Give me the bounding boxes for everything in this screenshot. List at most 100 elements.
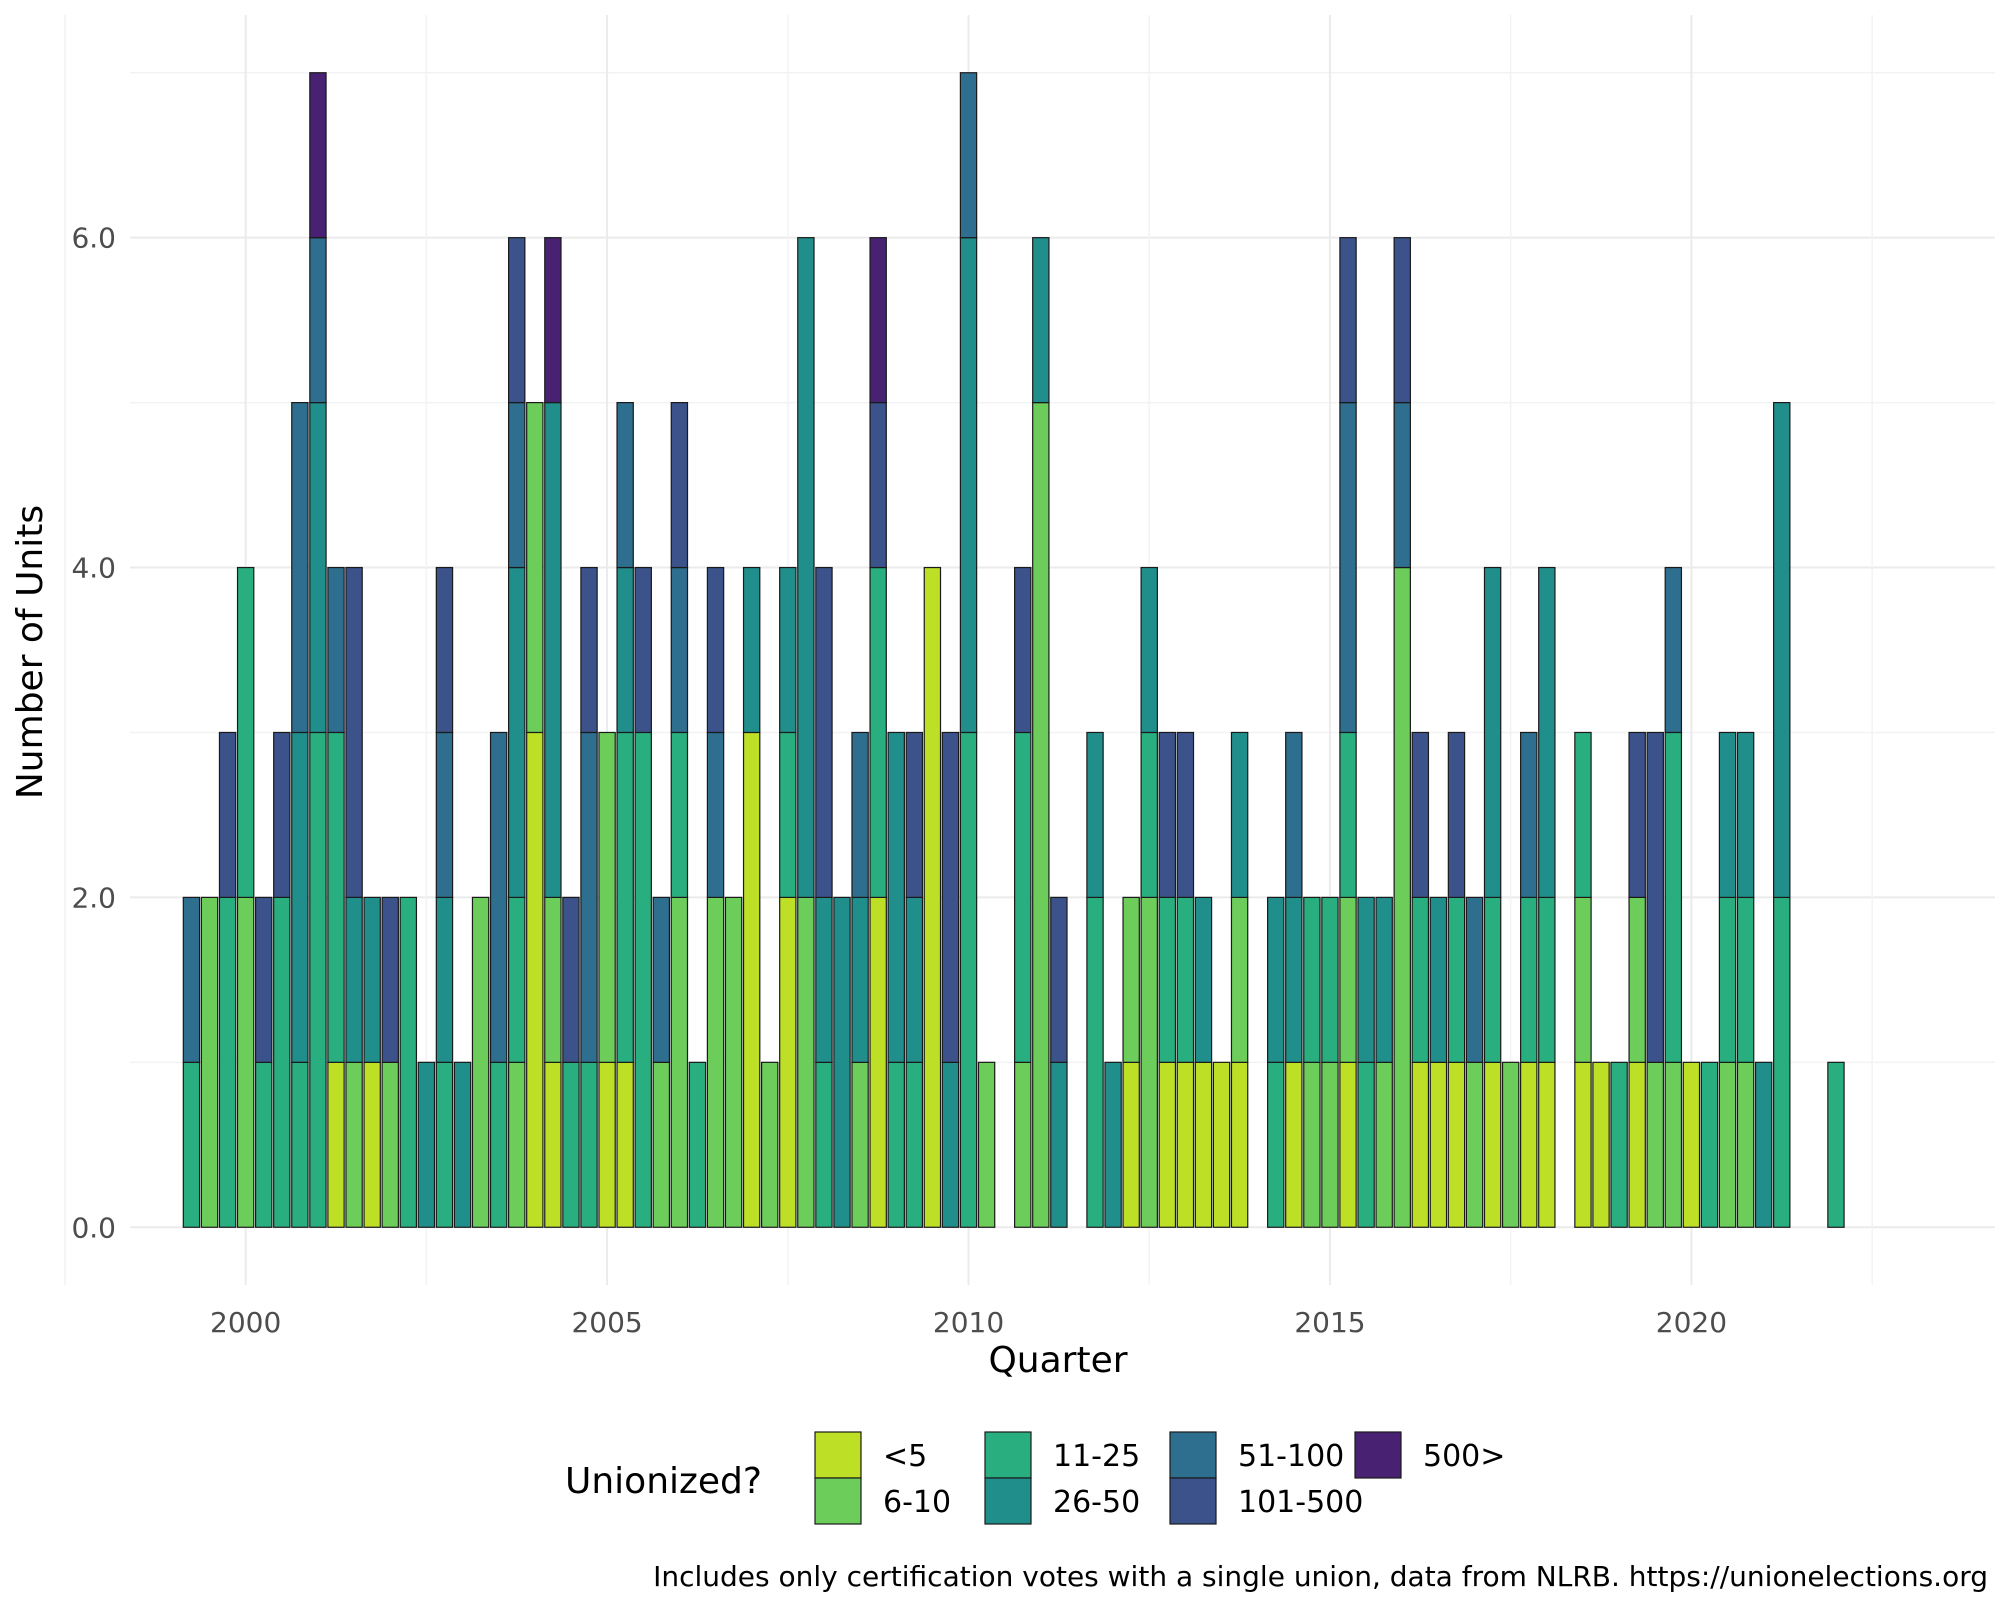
bar-segment-lt5 <box>1628 1061 1646 1228</box>
bar-segment-s51-100 <box>508 401 526 569</box>
bar-segment-s101-500 <box>508 237 526 404</box>
bar-segment-s6-10 <box>508 1061 526 1228</box>
bar-stack <box>417 1061 436 1228</box>
bar-stack <box>1628 731 1646 1228</box>
y-tick-label: 0.0 <box>71 1211 116 1244</box>
bar-stack <box>363 896 381 1228</box>
bar-segment-s11-25 <box>1140 731 1158 899</box>
bar-segment-s26-50 <box>309 401 327 734</box>
bar-segment-s51-100 <box>1339 401 1357 734</box>
bar-segment-s101-500 <box>706 566 725 734</box>
bar-segment-s6-10 <box>526 401 544 734</box>
bar-segment-s11-25 <box>1158 896 1177 1063</box>
bar-segment-s11-25 <box>1520 896 1538 1063</box>
bar-segment-s26-50 <box>1357 896 1375 1063</box>
bar-stack <box>742 566 761 1228</box>
bar-stack <box>1140 566 1158 1228</box>
x-axis-title: Quarter <box>988 1340 1127 1381</box>
x-tick-label: 2010 <box>933 1306 1004 1339</box>
bar-segment-s11-25 <box>1700 1061 1719 1228</box>
bar-segment-s26-50 <box>1754 1061 1773 1228</box>
bar-segment-s101-500 <box>1176 731 1195 899</box>
bar-segment-s6-10 <box>1230 896 1249 1063</box>
bar-segment-s51-100 <box>616 401 634 569</box>
bar-segment-s11-25 <box>1538 896 1556 1063</box>
bar-segment-s26-50 <box>905 896 924 1063</box>
bar-stack <box>1357 896 1375 1228</box>
bar-segment-s6-10 <box>381 1061 399 1228</box>
bar-segment-lt5 <box>616 1061 634 1228</box>
bar-stack <box>1447 731 1466 1228</box>
bar-segment-s51-100 <box>291 401 309 734</box>
bar-stack <box>580 566 598 1228</box>
bar-segment-s11-25 <box>869 566 887 899</box>
bar-segment-s6-10 <box>1736 1061 1755 1228</box>
bar-stack <box>1754 1061 1773 1228</box>
x-tick-label: 2005 <box>571 1306 642 1339</box>
bar-segment-s6-10 <box>345 1061 363 1228</box>
bar-stack <box>435 566 454 1228</box>
bar-segment-s26-50 <box>742 566 761 734</box>
bar-segment-s26-50 <box>887 731 905 1063</box>
bar-segment-s6-10 <box>1628 896 1646 1063</box>
bar-stack <box>652 896 671 1228</box>
bar-stack <box>1520 731 1538 1228</box>
bar-segment-s51-100 <box>182 896 201 1063</box>
bar-stack <box>1303 896 1321 1228</box>
bar-stack <box>1700 1061 1719 1228</box>
bar-stack <box>381 896 399 1228</box>
bar-stack <box>508 237 526 1228</box>
legend-label: 11-25 <box>1053 1439 1140 1474</box>
bar-segment-lt5 <box>1682 1061 1701 1228</box>
bar-segment-lt5 <box>1230 1061 1249 1228</box>
bar-stack <box>1646 731 1664 1228</box>
bar-segment-lt5 <box>363 1061 381 1228</box>
bar-segment-lt5 <box>1429 1061 1448 1228</box>
bar-segment-s26-50 <box>833 896 851 1228</box>
bar-segment-s11-25 <box>1321 896 1339 1063</box>
legend-label: 6-10 <box>883 1485 951 1520</box>
bar-segment-lt5 <box>742 731 761 1228</box>
bar-segment-s26-50 <box>1140 566 1158 734</box>
legend-label: 51-100 <box>1238 1439 1344 1474</box>
bar-stack <box>526 401 544 1228</box>
bar-stack <box>1736 731 1755 1228</box>
x-tick-label: 2000 <box>210 1306 281 1339</box>
bar-stack <box>1664 566 1683 1228</box>
legend-item-s51-100: 51-100 <box>1169 1431 1344 1479</box>
legend-item-s11-25: 11-25 <box>984 1431 1140 1479</box>
bar-segment-s11-25 <box>1610 1061 1628 1228</box>
bar-stack <box>309 72 327 1228</box>
legend: Unionized? <5 6-10 11-25 26-50 51-100 101-500… <box>565 1431 1505 1525</box>
bar-segment-s11-25 <box>959 731 978 1228</box>
bar-stack <box>869 237 887 1228</box>
bar-stack <box>218 731 237 1228</box>
bar-stack <box>977 1061 996 1228</box>
bar-stack <box>1538 566 1556 1228</box>
bar-segment-s26-50 <box>616 566 634 734</box>
bar-segment-lt5 <box>598 1061 616 1228</box>
bar-segment-s11-25 <box>670 731 689 899</box>
bar-segment-s26-50 <box>1483 566 1502 899</box>
bar-stack <box>1194 896 1213 1228</box>
bar-segment-s6-10 <box>706 896 725 1228</box>
bar-stack <box>254 896 273 1228</box>
bar-segment-lt5 <box>544 1061 562 1228</box>
bar-segment-s51-100 <box>327 566 345 734</box>
bar-segment-s11-25 <box>1447 896 1466 1063</box>
bar-segment-s26-50 <box>1375 896 1393 1063</box>
bar-stack <box>1032 237 1050 1228</box>
bar-segment-s11-25 <box>634 731 652 1228</box>
bar-segment-s101-500 <box>1014 566 1032 734</box>
bar-segment-s11-25 <box>1574 731 1592 899</box>
bar-segment-s26-50 <box>797 237 815 899</box>
bar-segment-s101-500 <box>273 731 291 899</box>
bar-segment-s26-50 <box>1538 566 1556 899</box>
bar-stack <box>959 72 978 1228</box>
bars <box>182 72 1845 1228</box>
bar-segment-s101-500 <box>905 731 924 899</box>
bar-stack <box>1411 731 1430 1228</box>
legend-item-gt500: 500> <box>1354 1431 1505 1479</box>
bar-stack <box>1176 731 1195 1228</box>
bar-segment-s26-50 <box>1104 1061 1122 1228</box>
